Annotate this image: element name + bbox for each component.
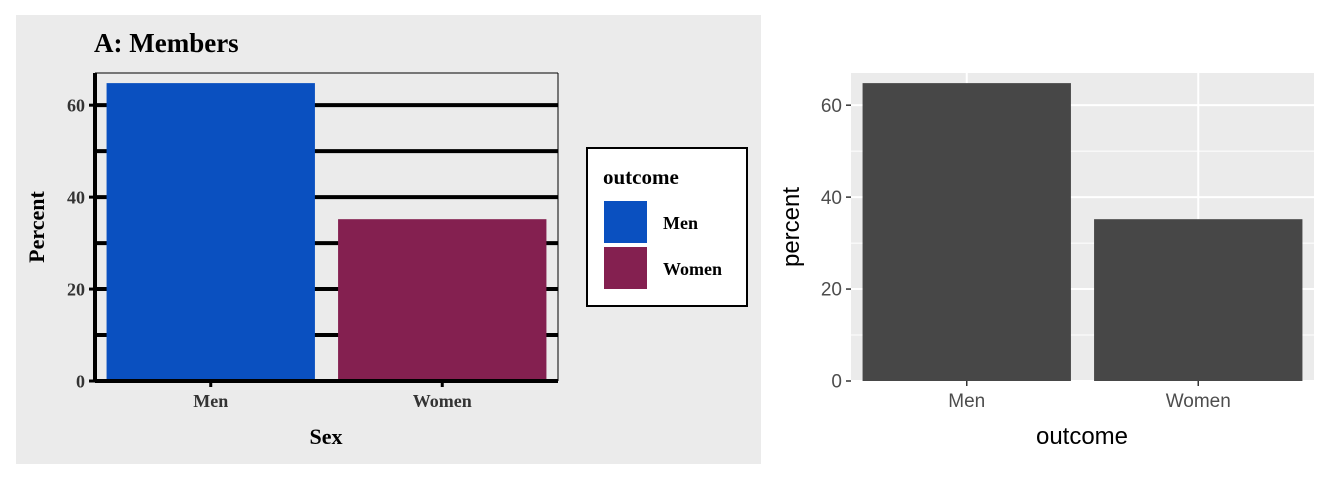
chart-a-bars [106, 83, 547, 381]
chart-a-x-ticks: Men Women [193, 381, 472, 411]
chart-a-legend-title: outcome [603, 165, 679, 189]
y-tick-label: 60 [67, 95, 85, 115]
bar-women [1094, 219, 1303, 381]
y-tick-label: 0 [831, 372, 842, 393]
x-tick-label-women: Women [413, 391, 472, 411]
y-tick-label: 40 [821, 188, 842, 209]
chart-b-x-ticks: Men Women [948, 381, 1231, 412]
chart-b: 0 20 40 60 Men Women outcome percent [778, 73, 1314, 450]
chart-a-y-ticks: 0 20 40 60 [67, 95, 95, 391]
y-tick-label: 0 [76, 371, 85, 391]
chart-a-y-axis-title: Percent [24, 191, 49, 263]
bar-women [338, 219, 547, 381]
bar-men [862, 83, 1071, 381]
chart-b-x-axis-title: outcome [1036, 423, 1128, 450]
x-tick-label-women: Women [1166, 391, 1231, 412]
y-tick-label: 20 [67, 279, 85, 299]
chart-a-title: A: Members [94, 28, 239, 58]
chart-a-legend-swatch-women [604, 247, 647, 289]
chart-a-legend: outcome Men Women [586, 147, 748, 307]
y-tick-label: 20 [821, 280, 842, 301]
chart-a-legend-label-women: Women [663, 259, 722, 279]
bar-men [106, 83, 315, 381]
chart-b-y-axis-title: percent [778, 187, 805, 267]
y-tick-label: 60 [821, 96, 842, 117]
chart-a-legend-label-men: Men [663, 213, 698, 233]
chart-a-legend-swatch-men [604, 201, 647, 243]
y-tick-label: 40 [67, 187, 85, 207]
chart-b-bars [862, 83, 1303, 381]
x-tick-label-men: Men [948, 391, 985, 412]
chart-b-y-ticks: 0 20 40 60 [821, 96, 851, 393]
chart-a-x-axis-title: Sex [310, 424, 343, 449]
x-tick-label-men: Men [193, 391, 228, 411]
